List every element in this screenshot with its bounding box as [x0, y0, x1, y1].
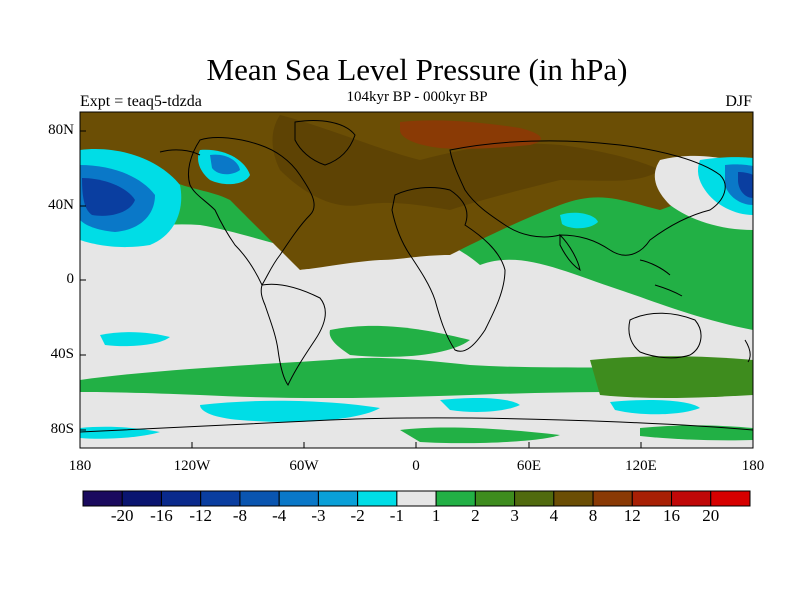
colorbar-swatch — [160, 490, 202, 507]
field-blue-npac-core — [82, 178, 135, 216]
colorbar-label: -12 — [189, 506, 213, 525]
field-green-southern-2 — [590, 356, 753, 399]
lon-label-0: 0 — [412, 458, 420, 474]
colorbar-swatch — [82, 490, 123, 507]
lat-label-0: 0 — [66, 271, 75, 287]
colorbar-label: -3 — [311, 506, 326, 525]
coastlines — [80, 120, 753, 433]
lat-label-80n: 80N — [48, 122, 74, 138]
colorbar-label: -16 — [150, 506, 173, 525]
colorbar-swatch — [278, 490, 319, 507]
colorbar-swatch — [514, 490, 555, 507]
colorbar-swatch — [200, 490, 241, 507]
season-label: DJF — [725, 93, 752, 110]
lat-label-80s: 80S — [50, 421, 74, 437]
colorbar-label: 20 — [702, 506, 720, 525]
chart-title: Mean Sea Level Pressure (in hPa) — [206, 52, 628, 87]
field-green-south-atl — [329, 325, 470, 357]
lon-label-120e: 120E — [625, 458, 657, 474]
colorbar-swatch — [435, 490, 476, 507]
colorbar-label: -1 — [389, 506, 404, 525]
field-blue-canada — [210, 154, 240, 175]
lat-label-40s: 40S — [50, 346, 74, 362]
colorbar-label: -4 — [272, 506, 287, 525]
lon-label-60w: 60W — [289, 458, 319, 474]
field-cyan-tibet — [560, 212, 598, 229]
colorbar-swatch — [239, 490, 280, 507]
map-field — [80, 112, 753, 448]
colorbar-swatch — [121, 490, 162, 507]
colorbar-label: 4 — [549, 506, 559, 525]
colorbar-label: -8 — [232, 506, 248, 525]
lat-label-40n: 40N — [48, 197, 74, 213]
field-green-antarctic-2 — [640, 425, 753, 441]
colorbar-swatch — [474, 490, 516, 507]
chart-subtitle: 104kyr BP - 000kyr BP — [346, 89, 488, 105]
lon-label-120w: 120W — [173, 458, 211, 474]
colorbar-swatch — [671, 490, 712, 507]
colorbar-label: 12 — [623, 506, 641, 525]
field-brown-dark — [272, 115, 660, 210]
colorbar-swatch — [553, 490, 594, 507]
field-red-arctic — [400, 120, 541, 149]
colorbar — [82, 490, 751, 507]
colorbar-swatch — [357, 490, 398, 507]
field-cyan-southern — [200, 400, 380, 422]
experiment-label: Expt = teaq5-tdzda — [80, 93, 202, 110]
field-cyan-southern-3 — [610, 400, 700, 415]
axis-ticks — [80, 130, 642, 448]
colorbar-swatch — [317, 490, 359, 507]
field-cyan-southern-2 — [440, 397, 520, 413]
colorbar-label: -20 — [110, 506, 134, 525]
colorbar-label: 1 — [431, 506, 441, 525]
lon-label-60e: 60E — [516, 458, 542, 474]
field-neutral-africa — [430, 268, 554, 331]
field-green-southern — [80, 357, 753, 399]
field-blue-npac-east-core — [738, 172, 753, 198]
field-green-antarctic — [400, 427, 560, 444]
lon-label-180e: 180 — [741, 458, 765, 474]
colorbar-label: 3 — [510, 506, 519, 525]
colorbar-label: 2 — [471, 506, 480, 525]
colorbar-label: 8 — [588, 506, 598, 525]
colorbar-label: -2 — [350, 506, 365, 525]
colorbar-swatch — [710, 490, 751, 507]
colorbar-swatch — [396, 490, 437, 507]
colorbar-label: 16 — [663, 506, 681, 525]
colorbar-swatch — [631, 490, 673, 507]
field-cyan-antarctic — [80, 426, 160, 439]
field-cyan-south-pac — [100, 332, 170, 347]
lon-label-180w: 180 — [68, 458, 92, 474]
colorbar-swatch — [592, 490, 633, 507]
field-neutral-atl — [296, 269, 390, 327]
